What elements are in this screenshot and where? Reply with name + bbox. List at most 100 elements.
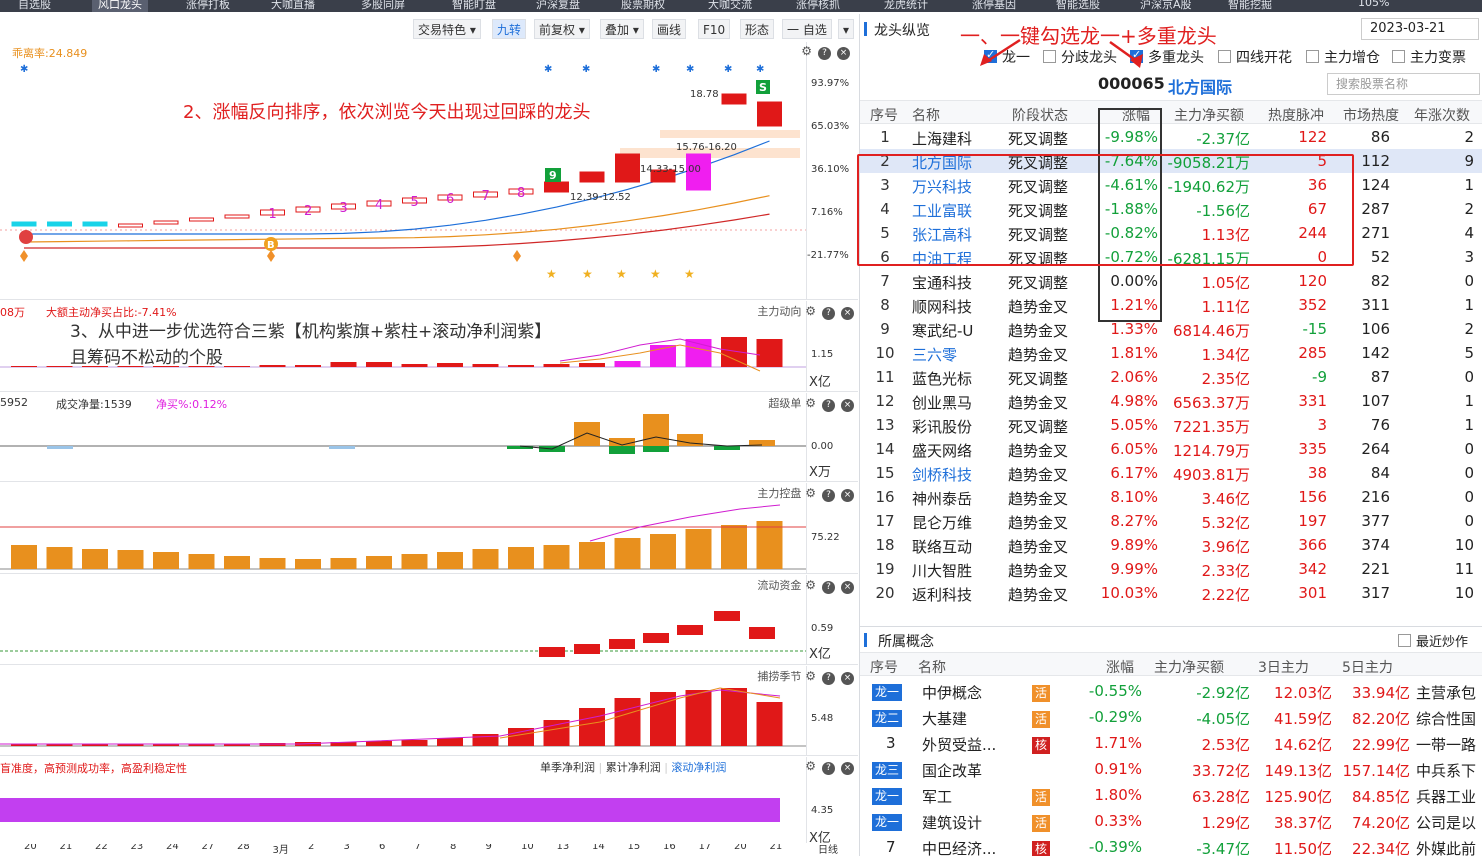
top-tab[interactable]: 涨停核抓 bbox=[796, 0, 840, 11]
overlay-dropdown[interactable]: 叠加 ▾ bbox=[600, 19, 644, 39]
col-pulse[interactable]: 热度脉冲 bbox=[1268, 108, 1324, 124]
checkbox-icon[interactable] bbox=[1130, 48, 1143, 63]
tab-cumulative-profit[interactable]: 累计净利润 bbox=[605, 761, 661, 774]
table-row[interactable]: 17 昆仑万维 趋势金叉 8.27% 5.32亿 197 377 0 bbox=[860, 509, 1482, 533]
col-3d[interactable]: 3日主力 bbox=[1258, 660, 1309, 676]
close-icon[interactable]: × bbox=[841, 489, 854, 502]
checkbox-divergent[interactable]: 分歧龙头 bbox=[1043, 47, 1117, 67]
nine-turn-button[interactable]: 九转 bbox=[492, 19, 527, 39]
date-picker[interactable]: 2023-03-21 bbox=[1361, 18, 1479, 40]
col-change[interactable]: 涨幅 bbox=[1122, 108, 1150, 124]
concept-row[interactable]: 龙二 大基建 活 -0.29% -4.05亿 41.59亿 82.20亿 综合性国 bbox=[860, 703, 1482, 729]
concept-row[interactable]: 7 中巴经济... 核 -0.39% -3.47亿 11.50亿 22.34亿 外媒此前 bbox=[860, 833, 1482, 856]
period-label[interactable]: 日线 bbox=[818, 845, 838, 856]
draw-line-button[interactable]: 画线 bbox=[652, 19, 687, 39]
gear-icon[interactable]: ⚙ bbox=[805, 669, 816, 683]
checkbox-icon[interactable] bbox=[1218, 50, 1231, 63]
table-row[interactable]: 3 万兴科技 死叉调整 -4.61% -1940.62万 36 124 1 bbox=[860, 173, 1482, 197]
col-market-heat[interactable]: 市场热度 bbox=[1343, 108, 1399, 124]
top-tab[interactable]: 沪深复盘 bbox=[536, 0, 580, 11]
table-row[interactable]: 19 川大智胜 趋势金叉 9.99% 2.33亿 342 221 11 bbox=[860, 557, 1482, 581]
col-stage[interactable]: 阶段状态 bbox=[1012, 108, 1068, 124]
top-tab[interactable]: 龙虎统计 bbox=[884, 0, 928, 11]
table-row[interactable]: 20 返利科技 趋势金叉 10.03% 2.22亿 301 317 10 bbox=[860, 581, 1482, 605]
concept-row[interactable]: 龙一 军工 活 1.80% 63.28亿 125.90亿 84.85亿 兵器工业 bbox=[860, 781, 1482, 807]
season-pane[interactable]: 5.48 捕捞季节 ⚙? × bbox=[0, 666, 858, 756]
trade-feature-dropdown[interactable]: 交易特色 ▾ bbox=[413, 19, 481, 39]
top-tab[interactable]: 涨停打板 bbox=[186, 0, 230, 11]
table-row[interactable]: 10 三六零 趋势金叉 1.81% 1.34亿 285 142 5 bbox=[860, 341, 1482, 365]
table-row[interactable]: 14 盛天网络 趋势金叉 6.05% 1214.79万 335 264 0 bbox=[860, 437, 1482, 461]
help-icon[interactable]: ? bbox=[822, 399, 835, 412]
table-row[interactable]: 12 创业黑马 趋势金叉 4.98% 6563.37万 331 107 1 bbox=[860, 389, 1482, 413]
col-net-buy[interactable]: 主力净买额 bbox=[1154, 660, 1224, 676]
table-row[interactable]: 7 宝通科技 死叉调整 0.00% 1.05亿 120 82 0 bbox=[860, 269, 1482, 293]
tab-quarter-profit[interactable]: 单季净利润 bbox=[540, 761, 595, 774]
table-row[interactable]: 2 北方国际 死叉调整 -7.64% -9058.21万 5 112 9 bbox=[860, 149, 1482, 173]
table-row[interactable]: 15 剑桥科技 趋势金叉 6.17% 4903.81万 38 84 0 bbox=[860, 461, 1482, 485]
table-row[interactable]: 8 顺网科技 趋势金叉 1.21% 1.11亿 352 311 1 bbox=[860, 293, 1482, 317]
help-icon[interactable]: ? bbox=[822, 672, 835, 685]
profit-pane[interactable]: 盲准度，高预测成功率，高盈利稳定性 单季净利润 | 累计净利润 | 滚动净利润 … bbox=[0, 757, 858, 843]
gear-icon[interactable]: ⚙ bbox=[805, 759, 816, 773]
concept-row[interactable]: 龙一 中伊概念 活 -0.55% -2.92亿 12.03亿 33.94亿 主营承包 bbox=[860, 677, 1482, 703]
main-force-pane[interactable]: 08万 大额主动净买占比:-7.41% 3、从中进一步优选符合三紫【机构紫旗+紫… bbox=[0, 301, 858, 392]
table-row[interactable]: 9 寒武纪-U 趋势金叉 1.33% 6814.46万 -15 106 2 bbox=[860, 317, 1482, 341]
checkbox-icon[interactable] bbox=[1398, 634, 1411, 647]
checkbox-main-change[interactable]: 主力变票 bbox=[1392, 47, 1466, 67]
col-no[interactable]: 序号 bbox=[870, 108, 898, 124]
checkbox-icon[interactable] bbox=[984, 48, 997, 63]
table-row[interactable]: 1 上海建科 死叉调整 -9.98% -2.37亿 122 86 2 bbox=[860, 125, 1482, 149]
checkbox-icon[interactable] bbox=[1043, 50, 1056, 63]
col-name[interactable]: 名称 bbox=[918, 660, 946, 676]
top-tab[interactable]: 智能挖掘 bbox=[1228, 0, 1272, 11]
top-tab[interactable]: 股票期权 bbox=[621, 0, 665, 11]
close-icon[interactable]: × bbox=[841, 399, 854, 412]
table-row[interactable]: 5 张江高科 死叉调整 -0.82% 1.13亿 244 271 4 bbox=[860, 221, 1482, 245]
top-tab[interactable]: 多股同屏 bbox=[361, 0, 405, 11]
col-name[interactable]: 名称 bbox=[912, 108, 940, 124]
table-row[interactable]: 4 工业富联 死叉调整 -1.88% -1.56亿 67 287 2 bbox=[860, 197, 1482, 221]
col-change[interactable]: 涨幅 bbox=[1106, 660, 1134, 676]
help-icon[interactable]: ? bbox=[822, 489, 835, 502]
checkbox-icon[interactable] bbox=[1392, 50, 1405, 63]
close-icon[interactable]: × bbox=[841, 307, 854, 320]
super-order-pane[interactable]: 5952 成交净量:1539 净买%:0.12% 0.00 X万 超级单 ⚙? × bbox=[0, 393, 858, 482]
help-icon[interactable]: ? bbox=[818, 47, 831, 60]
tab-rolling-profit[interactable]: 滚动净利润 bbox=[671, 761, 727, 774]
col-net-buy[interactable]: 主力净买额 bbox=[1174, 108, 1244, 124]
top-tab[interactable]: 涨停基因 bbox=[972, 0, 1016, 11]
checkbox-main-increase[interactable]: 主力增仓 bbox=[1306, 47, 1380, 67]
stock-search-input[interactable]: 搜索股票名称 bbox=[1327, 73, 1480, 95]
concept-row[interactable]: 龙一 建筑设计 活 0.33% 1.29亿 38.37亿 74.20亿 公司是以 bbox=[860, 807, 1482, 833]
kline-pane[interactable]: 1 2 3 4 5 6 7 8 18.78 15.76-16.20 14.33-15.00 12.39… bbox=[0, 42, 858, 300]
f10-button[interactable]: F10 bbox=[698, 19, 731, 39]
table-row[interactable]: 16 神州泰岳 趋势金叉 8.10% 3.46亿 156 216 0 bbox=[860, 485, 1482, 509]
concept-row[interactable]: 3 外贸受益... 核 1.71% 2.53亿 14.62亿 22.99亿 一带一路 bbox=[860, 729, 1482, 755]
close-icon[interactable]: × bbox=[841, 762, 854, 775]
gear-icon[interactable]: ⚙ bbox=[805, 578, 816, 592]
control-pane[interactable]: 75.22 主力控盘 ⚙? × bbox=[0, 483, 858, 574]
top-tab[interactable]: 105% bbox=[1358, 0, 1390, 9]
gear-icon[interactable]: ⚙ bbox=[801, 44, 812, 58]
watchlist-menu-arrow[interactable]: ▾ bbox=[838, 19, 855, 39]
checkbox-multi-dragon[interactable]: 多重龙头 bbox=[1130, 47, 1204, 67]
close-icon[interactable]: × bbox=[841, 581, 854, 594]
concept-row[interactable]: 龙三 国企改革 0.91% 33.72亿 149.13亿 157.14亿 中兵系下 bbox=[860, 755, 1482, 781]
add-watchlist-button[interactable]: 一 自选 bbox=[782, 19, 832, 39]
col-up-times[interactable]: 年涨次数 bbox=[1414, 108, 1470, 124]
checkbox-four-line[interactable]: 四线开花 bbox=[1218, 47, 1292, 67]
table-row[interactable]: 13 彩讯股份 死叉调整 5.05% 7221.35万 3 76 1 bbox=[860, 413, 1482, 437]
recent-hype-checkbox[interactable]: 最近炒作 bbox=[1398, 631, 1468, 650]
top-tab[interactable]: 风口龙头 bbox=[92, 0, 148, 12]
top-tab[interactable]: 大咖交流 bbox=[708, 0, 752, 11]
table-row[interactable]: 11 蓝色光标 死叉调整 2.06% 2.35亿 -9 87 0 bbox=[860, 365, 1482, 389]
close-icon[interactable]: × bbox=[841, 672, 854, 685]
checkbox-dragon-one[interactable]: 龙一 bbox=[984, 47, 1030, 67]
gear-icon[interactable]: ⚙ bbox=[805, 304, 816, 318]
table-row[interactable]: 18 联络互动 趋势金叉 9.89% 3.96亿 366 374 10 bbox=[860, 533, 1482, 557]
adjust-dropdown[interactable]: 前复权 ▾ bbox=[534, 19, 590, 39]
help-icon[interactable]: ? bbox=[822, 762, 835, 775]
close-icon[interactable]: × bbox=[837, 47, 850, 60]
top-tab[interactable]: 沪深京A股 bbox=[1140, 0, 1192, 11]
